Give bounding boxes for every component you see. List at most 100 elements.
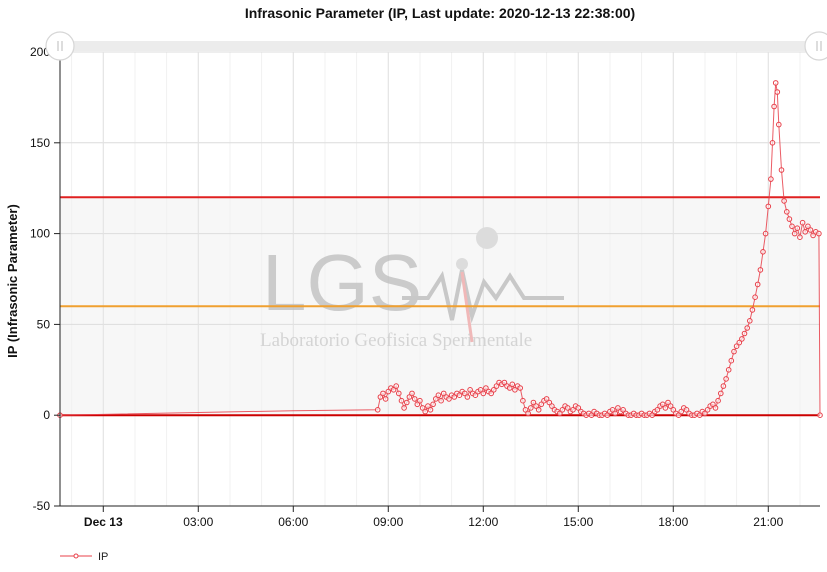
data-point[interactable] [462,390,468,397]
data-point[interactable] [446,396,452,402]
data-point[interactable] [493,383,500,389]
data-point[interactable] [404,399,410,406]
data-point[interactable] [810,232,816,239]
data-point[interactable] [769,140,776,146]
data-point[interactable] [467,387,473,393]
data-point[interactable] [435,392,442,399]
data-point[interactable] [765,203,772,210]
data-point[interactable] [741,330,748,337]
data-point[interactable] [440,390,447,397]
data-point[interactable] [406,394,413,400]
data-point[interactable] [649,412,656,419]
data-point[interactable] [483,385,489,391]
data-point[interactable] [520,397,526,404]
data-point[interactable] [488,390,495,397]
data-point[interactable] [570,407,576,413]
range-handle-right[interactable] [804,31,827,61]
data-point[interactable] [675,412,682,419]
data-point[interactable] [538,401,545,408]
data-point[interactable] [615,405,621,411]
data-point[interactable] [772,80,779,86]
data-point[interactable] [427,407,434,413]
data-point[interactable] [786,216,793,222]
data-point[interactable] [659,401,666,408]
data-point[interactable] [778,167,785,173]
data-point[interactable] [662,405,669,411]
data-point[interactable] [512,387,518,393]
data-point[interactable] [509,381,516,388]
data-point[interactable] [654,407,661,413]
data-point[interactable] [802,229,809,235]
data-point[interactable] [390,387,397,393]
data-point[interactable] [797,234,803,240]
data-point[interactable] [696,412,703,419]
data-point[interactable] [776,121,782,128]
data-point[interactable] [575,405,582,411]
data-point[interactable] [533,403,539,409]
data-point[interactable] [374,407,381,413]
data-point[interactable] [665,399,671,406]
data-point[interactable] [377,394,384,400]
range-navigator-track[interactable] [60,41,820,51]
data-point[interactable] [781,198,787,204]
data-point[interactable] [739,336,745,342]
range-navigator[interactable] [45,31,827,61]
data-point[interactable] [491,387,497,393]
data-point[interactable] [425,403,431,409]
data-point[interactable] [791,230,798,237]
data-point[interactable] [385,388,392,395]
data-point[interactable] [710,401,716,408]
data-point[interactable] [774,89,781,95]
data-point[interactable] [736,339,743,346]
data-point[interactable] [398,397,405,404]
data-point[interactable] [702,410,708,417]
legend[interactable]: IP [60,551,108,563]
range-handle-right-circle[interactable] [804,31,827,61]
data-point[interactable] [411,396,418,402]
data-point[interactable] [723,376,729,382]
data-point[interactable] [784,209,790,215]
data-point[interactable] [718,390,724,397]
data-point[interactable] [409,390,415,397]
data-point[interactable] [683,407,690,413]
data-point[interactable] [744,325,751,331]
data-point[interactable] [704,407,711,413]
data-point[interactable] [417,397,423,404]
data-point[interactable] [612,410,619,417]
data-point[interactable] [817,412,823,419]
data-point[interactable] [609,407,616,413]
data-point[interactable] [451,394,458,400]
data-point[interactable] [728,357,735,364]
data-point[interactable] [752,294,758,301]
data-point[interactable] [771,103,777,110]
data-point[interactable] [380,390,386,397]
data-point[interactable] [754,281,761,288]
data-point[interactable] [535,407,542,413]
data-point[interactable] [762,230,769,237]
data-point[interactable] [725,367,732,373]
data-point[interactable] [667,403,674,409]
range-handle-left-circle[interactable] [45,31,75,61]
data-point[interactable] [720,383,727,389]
data-point[interactable] [438,397,444,404]
data-point[interactable] [731,348,737,355]
data-point[interactable] [794,225,801,231]
data-point[interactable] [712,405,719,411]
data-point[interactable] [530,399,537,406]
data-point[interactable] [816,230,822,237]
data-point[interactable] [433,396,439,402]
data-point[interactable] [414,401,421,408]
data-point[interactable] [757,267,764,273]
data-point[interactable] [807,227,814,233]
data-point[interactable] [557,410,563,417]
data-point[interactable] [678,408,685,415]
data-point[interactable] [419,405,426,411]
data-point[interactable] [528,405,534,411]
data-point[interactable] [588,412,595,419]
data-point[interactable] [543,396,550,402]
data-point[interactable] [501,379,508,386]
data-point[interactable] [456,392,463,399]
data-point[interactable] [480,390,487,397]
data-point[interactable] [604,412,611,419]
data-point[interactable] [522,407,529,413]
